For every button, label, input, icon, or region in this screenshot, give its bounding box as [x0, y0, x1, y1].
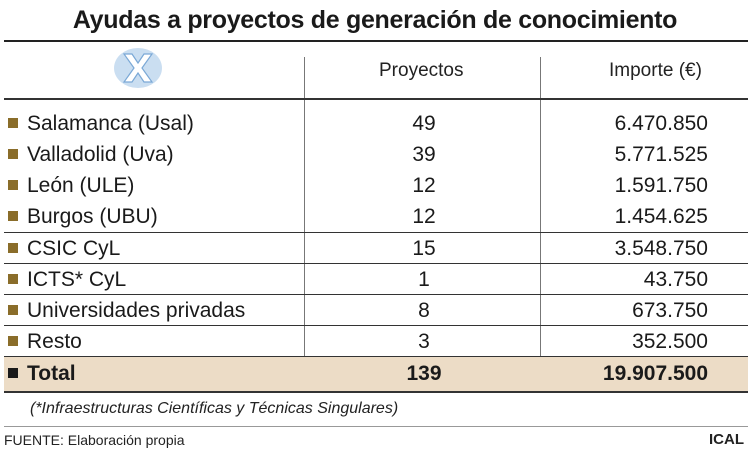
total-projects: 139 — [406, 362, 442, 385]
bottom-rule — [4, 391, 748, 393]
group-rule — [4, 232, 748, 233]
row-amount: 1.591.750 — [614, 174, 708, 197]
table-header: Proyectos Importe (€) — [4, 42, 748, 98]
x-cross-logo-icon — [114, 48, 162, 88]
row-projects: 15 — [412, 237, 436, 260]
header-rule — [4, 98, 748, 100]
row-label: Universidades privadas — [27, 299, 246, 322]
group-rule — [4, 263, 748, 264]
group-rule — [4, 356, 748, 357]
column-divider — [540, 57, 541, 390]
bullet-square-icon — [8, 118, 18, 128]
table-row: Resto 3 352.500 — [4, 326, 748, 357]
row-label: Valladolid (Uva) — [27, 143, 174, 166]
total-label: Total — [27, 362, 76, 385]
bullet-square-icon — [8, 243, 18, 253]
row-label: Salamanca (Usal) — [27, 112, 194, 135]
footnote: (*Infraestructuras Científicas y Técnica… — [30, 400, 399, 417]
table-row: Salamanca (Usal) 49 6.470.850 — [4, 108, 748, 139]
table-row: Burgos (UBU) 12 1.454.625 — [4, 201, 748, 232]
row-projects: 12 — [412, 174, 436, 197]
row-label: Resto — [27, 330, 82, 353]
table-row: ICTS* CyL 1 43.750 — [4, 264, 748, 295]
footer-divider — [4, 426, 748, 427]
table-row: CSIC CyL 15 3.548.750 — [4, 233, 748, 264]
bullet-square-icon — [8, 180, 18, 190]
row-label: Burgos (UBU) — [27, 205, 158, 228]
bullet-square-icon — [8, 368, 18, 378]
title-divider — [4, 40, 748, 42]
row-amount: 3.548.750 — [614, 237, 708, 260]
page-title: Ayudas a proyectos de generación de cono… — [72, 6, 678, 34]
source-credit: FUENTE: Elaboración propia — [4, 432, 185, 448]
total-amount: 19.907.500 — [602, 362, 708, 385]
row-projects: 3 — [418, 330, 430, 353]
row-amount: 352.500 — [632, 330, 708, 353]
row-projects: 1 — [418, 268, 430, 291]
column-divider — [304, 57, 305, 390]
table-row: Valladolid (Uva) 39 5.771.525 — [4, 139, 748, 170]
group-rule — [4, 325, 748, 326]
bullet-square-icon — [8, 305, 18, 315]
group-rule — [4, 294, 748, 295]
brand-label: ICAL — [709, 431, 744, 448]
column-header-projects: Proyectos — [379, 60, 464, 81]
bullet-square-icon — [8, 336, 18, 346]
row-projects: 49 — [412, 112, 436, 135]
row-amount: 43.750 — [643, 268, 708, 291]
row-projects: 8 — [418, 299, 430, 322]
table-row: Universidades privadas 8 673.750 — [4, 295, 748, 326]
row-amount: 6.470.850 — [614, 112, 708, 135]
total-row: Total 139 19.907.500 — [4, 357, 748, 391]
row-amount: 1.454.625 — [614, 205, 708, 228]
row-label: León (ULE) — [27, 174, 135, 197]
row-projects: 39 — [412, 143, 436, 166]
bullet-square-icon — [8, 211, 18, 221]
row-projects: 12 — [412, 205, 436, 228]
row-label: CSIC CyL — [27, 237, 121, 260]
bullet-square-icon — [8, 274, 18, 284]
column-header-amount: Importe (€) — [609, 60, 702, 81]
row-amount: 673.750 — [632, 299, 708, 322]
row-label: ICTS* CyL — [27, 268, 127, 291]
row-amount: 5.771.525 — [614, 143, 708, 166]
bullet-square-icon — [8, 149, 18, 159]
table-row: León (ULE) 12 1.591.750 — [4, 170, 748, 201]
